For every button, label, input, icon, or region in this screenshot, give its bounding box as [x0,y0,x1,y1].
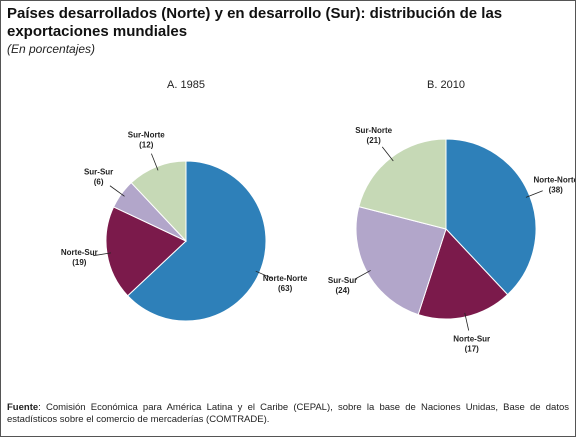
value-label: (19) [72,258,87,267]
leader-line [151,153,159,171]
value-label: (38) [549,186,564,195]
source-text: : Comisión Económica para América Latina… [7,402,569,425]
leader-line [525,190,543,198]
leader-line [109,185,125,197]
value-label: (21) [367,136,382,145]
leader-line [354,270,371,280]
charts: A. 1985Norte-Norte(63)Norte-Sur(19)Sur-S… [61,79,575,353]
slice-label: Norte-Sur [453,334,490,343]
value-label: (12) [139,141,154,150]
slice-label: Sur-Sur [84,168,113,177]
chart-title: B. 2010 [427,79,465,91]
slice-label: Sur-Norte [128,131,165,140]
source: Fuente: Comisión Económica para América … [7,402,569,426]
value-label: (63) [278,284,293,293]
subtitle: (En porcentajes) [7,42,96,56]
leader-line [464,312,470,331]
title: Países desarrollados (Norte) y en desarr… [7,5,503,40]
slice-label: Norte-Norte [263,274,308,283]
slice-label: Norte-Sur [61,248,98,257]
leader-line [93,252,111,257]
slice-label: Norte-Norte [533,176,575,185]
value-label: (17) [465,344,480,353]
value-label: (24) [335,286,350,295]
chart-title: A. 1985 [167,79,205,91]
slice-label: Sur-Sur [328,276,357,285]
leader-line [381,146,394,162]
value-label: (6) [94,178,104,187]
leader-line [255,270,273,279]
source-label: Fuente [7,402,39,413]
slice-label: Sur-Norte [355,126,392,135]
